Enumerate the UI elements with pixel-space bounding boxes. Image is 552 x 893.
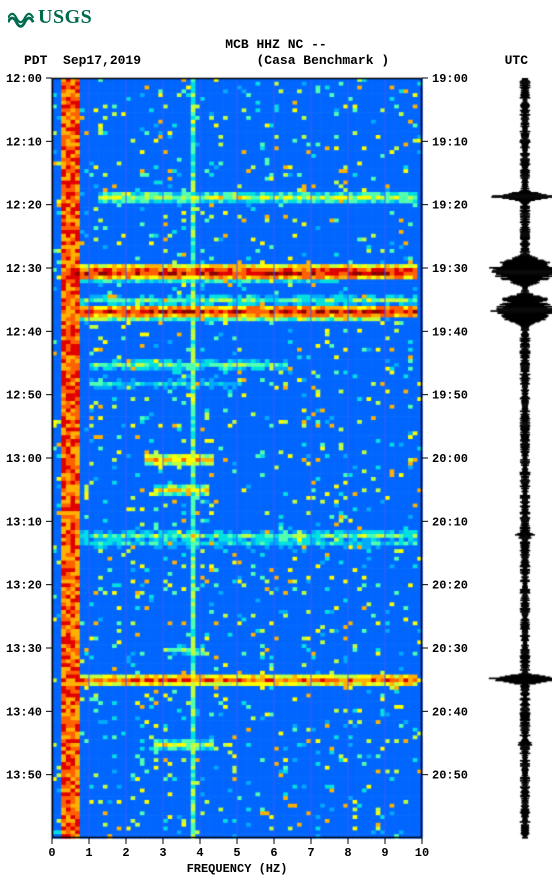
svg-text:13:20: 13:20 <box>6 578 42 592</box>
logo-text: USGS <box>38 6 92 29</box>
svg-text:20:20: 20:20 <box>432 578 468 592</box>
svg-text:13:00: 13:00 <box>6 452 42 466</box>
svg-text:13:50: 13:50 <box>6 768 42 782</box>
svg-text:20:00: 20:00 <box>432 452 468 466</box>
svg-text:1: 1 <box>85 846 92 860</box>
logo: USGS <box>0 0 552 35</box>
svg-text:20:10: 20:10 <box>432 515 468 529</box>
svg-text:13:40: 13:40 <box>6 705 42 719</box>
svg-text:6: 6 <box>270 846 277 860</box>
svg-text:20:40: 20:40 <box>432 705 468 719</box>
svg-text:12:50: 12:50 <box>6 388 42 402</box>
title-block: MCB HHZ NC -- <box>0 37 552 53</box>
svg-text:19:40: 19:40 <box>432 325 468 339</box>
waveform-canvas <box>480 68 552 880</box>
svg-text:12:20: 12:20 <box>6 198 42 212</box>
svg-text:20:50: 20:50 <box>432 768 468 782</box>
title-line1: MCB HHZ NC -- <box>0 37 552 53</box>
svg-text:2: 2 <box>122 846 129 860</box>
svg-text:12:00: 12:00 <box>6 72 42 86</box>
logo-wave-icon <box>8 8 36 28</box>
svg-text:4: 4 <box>196 846 203 860</box>
svg-text:12:10: 12:10 <box>6 135 42 149</box>
waveform-cell <box>480 68 552 885</box>
tz-right: UTC <box>505 53 528 68</box>
svg-text:3: 3 <box>159 846 166 860</box>
svg-text:19:50: 19:50 <box>432 388 468 402</box>
svg-text:FREQUENCY (HZ): FREQUENCY (HZ) <box>187 862 288 876</box>
spectrogram-cell: 0 1 2 3 4 5 6 7 8 9 10 FREQUENCY (HZ) 12:00 19:00 12:1… <box>4 68 470 885</box>
svg-text:12:40: 12:40 <box>6 325 42 339</box>
svg-text:7: 7 <box>307 846 314 860</box>
svg-text:12:30: 12:30 <box>6 262 42 276</box>
svg-text:0: 0 <box>48 846 55 860</box>
title-line2: (Casa Benchmark ) <box>257 53 390 68</box>
svg-text:10: 10 <box>415 846 429 860</box>
svg-text:5: 5 <box>233 846 240 860</box>
svg-text:8: 8 <box>344 846 351 860</box>
svg-text:13:10: 13:10 <box>6 515 42 529</box>
svg-text:19:20: 19:20 <box>432 198 468 212</box>
svg-text:19:00: 19:00 <box>432 72 468 86</box>
title-bar: PDT Sep17,2019 (Casa Benchmark ) UTC <box>0 53 552 68</box>
svg-text:9: 9 <box>381 846 388 860</box>
svg-text:19:10: 19:10 <box>432 135 468 149</box>
tz-left: PDT Sep17,2019 <box>24 53 141 68</box>
spectrogram-axes: 0 1 2 3 4 5 6 7 8 9 10 FREQUENCY (HZ) 12:00 19:00 12:1… <box>4 68 470 880</box>
svg-text:13:30: 13:30 <box>6 642 42 656</box>
svg-text:20:30: 20:30 <box>432 642 468 656</box>
svg-text:19:30: 19:30 <box>432 262 468 276</box>
